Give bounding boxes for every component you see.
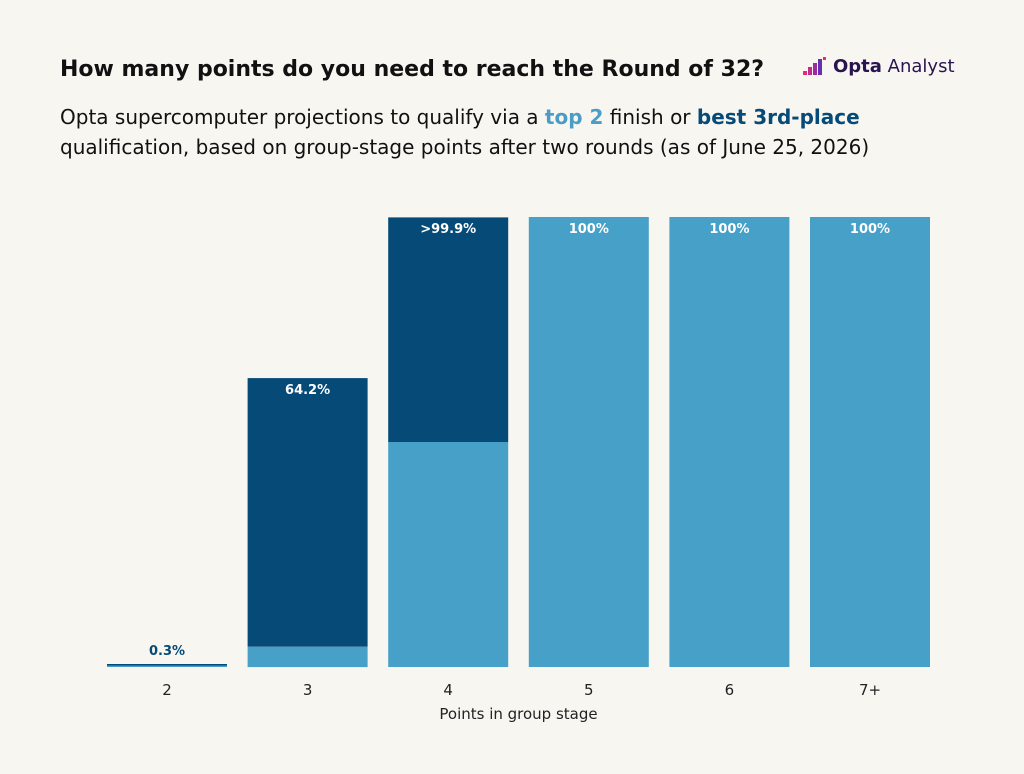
opta-analyst-logo: Opta Analyst	[803, 56, 955, 77]
bar-top2-4	[669, 217, 790, 667]
x-tick-label-4: 6	[725, 681, 735, 699]
bar-top2-1	[247, 646, 368, 668]
x-axis-label: Points in group stage	[439, 705, 597, 723]
bar-top2-0	[107, 665, 227, 667]
bar-best3-2	[388, 217, 509, 442]
bar-best3-0	[107, 664, 227, 666]
data-label-0: 0.3%	[149, 644, 185, 659]
data-label-2: >99.9%	[420, 222, 476, 237]
bar-top2-3	[528, 217, 649, 667]
bar-best3-1	[247, 378, 368, 647]
x-tick-label-3: 5	[584, 681, 594, 699]
legend-best3: best 3rd-place	[696, 105, 860, 129]
opta-bars-icon	[803, 56, 826, 75]
data-label-3: 100%	[569, 222, 609, 237]
chart-title: How many points do you need to reach the…	[60, 57, 765, 82]
logo-wordmark: Opta Analyst	[833, 56, 955, 77]
data-label-5: 100%	[850, 222, 890, 237]
x-tick-label-1: 3	[303, 681, 313, 699]
legend-top2: top 2	[544, 105, 604, 129]
bar-top2-2	[388, 442, 509, 667]
x-tick-label-2: 4	[443, 681, 453, 699]
chart-subtitle: Opta supercomputer projections to qualif…	[60, 105, 870, 159]
data-label-4: 100%	[709, 222, 749, 237]
bar-top2-5	[810, 217, 930, 667]
x-tick-label-0: 2	[162, 681, 172, 699]
data-label-1: 64.2%	[285, 383, 330, 398]
x-tick-label-5: 7+	[859, 681, 881, 699]
